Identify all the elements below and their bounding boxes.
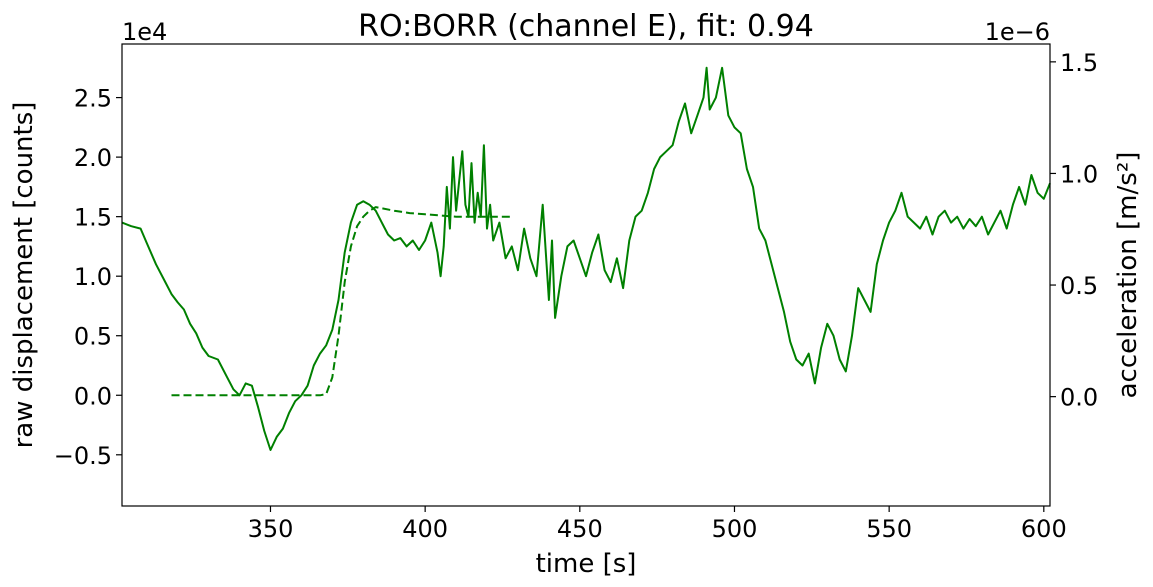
- x-tick-label: 450: [557, 515, 603, 543]
- y-tick-label: 2.5: [74, 85, 112, 113]
- series-layer: [121, 66, 1051, 451]
- x-tick-label: 400: [402, 515, 448, 543]
- y-tick-label: 0.0: [74, 382, 112, 410]
- x-tick-label: 600: [1021, 515, 1067, 543]
- chart-title: RO:BORR (channel E), fit: 0.94: [358, 9, 814, 44]
- fit-line-dashed: [171, 206, 512, 397]
- y-axis-label: raw displacement [counts]: [9, 102, 39, 449]
- y-right-tick-label: 0.0: [1060, 384, 1098, 412]
- x-tick-label: 350: [248, 515, 294, 543]
- x-tick-label: 550: [866, 515, 912, 543]
- y-right-tick-label: 1.5: [1060, 49, 1098, 77]
- plot-frame: [121, 43, 1051, 507]
- y-right-tick-label: 1.0: [1060, 160, 1098, 188]
- y-right-offset-text: 1e−6: [985, 18, 1050, 46]
- y-tick-label: 0.5: [74, 323, 112, 351]
- x-axis-label: time [s]: [536, 549, 637, 579]
- y-tick-label: −0.5: [54, 442, 112, 470]
- ticks-layer: 350 400 450 500 550 600 −0.5 0.0 0.5 1.0 1.5 2.0 2.5…: [54, 49, 1098, 543]
- y-right-tick-label: 0.5: [1060, 272, 1098, 300]
- y-right-axis-label: acceleration [m/s²]: [1113, 152, 1143, 399]
- displacement-line: [121, 66, 1051, 451]
- y-right-axis-label-text: acceleration [m/s²]: [1113, 152, 1143, 399]
- y-tick-label: 2.0: [74, 144, 112, 172]
- y-offset-text: 1e4: [122, 18, 167, 46]
- y-tick-label: 1.5: [74, 204, 112, 232]
- y-tick-label: 1.0: [74, 263, 112, 291]
- x-tick-label: 500: [712, 515, 758, 543]
